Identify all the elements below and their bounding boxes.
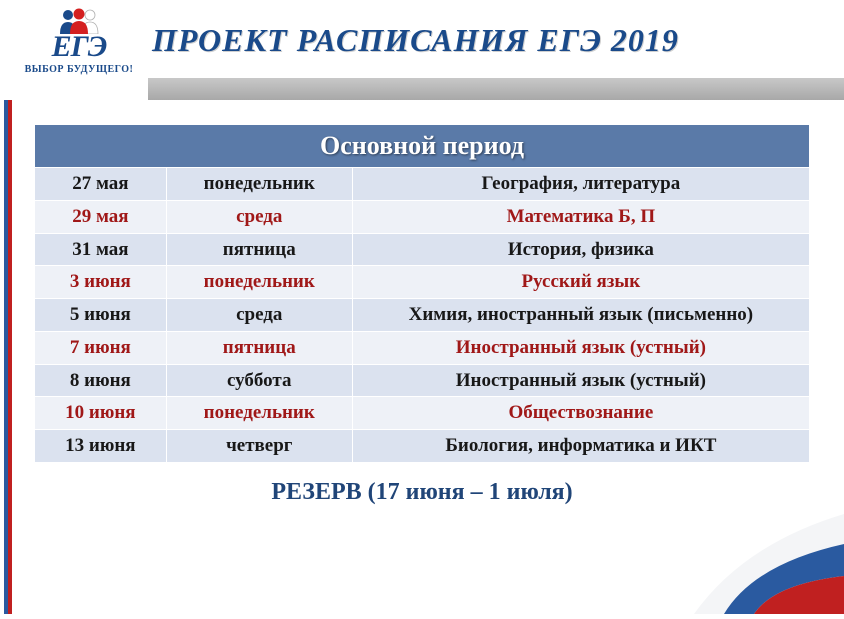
table-row: 3 июняпонедельникРусский язык [35,266,810,299]
table-row: 10 июняпонедельникОбществознание [35,397,810,430]
cell-day: пятница [166,233,352,266]
table-row: 8 июнясубботаИностранный язык (устный) [35,364,810,397]
cell-date: 27 мая [35,168,167,201]
cell-date: 8 июня [35,364,167,397]
cell-subjects: География, литература [352,168,809,201]
cell-day: понедельник [166,266,352,299]
cell-date: 31 мая [35,233,167,266]
table-row: 27 маяпонедельникГеография, литература [35,168,810,201]
content: Основной период 27 маяпонедельникГеограф… [0,100,844,506]
cell-date: 7 июня [35,331,167,364]
cell-day: среда [166,200,352,233]
table-header: Основной период [35,125,810,168]
table-row: 5 июнясредаХимия, иностранный язык (пись… [35,299,810,332]
logo-text: ЕГЭ [18,32,140,62]
table-row: 31 маяпятницаИстория, физика [35,233,810,266]
left-flag-stripes [0,100,12,614]
cell-day: понедельник [166,168,352,201]
cell-day: понедельник [166,397,352,430]
stripe-red [8,100,12,614]
cell-day: среда [166,299,352,332]
table-row: 13 июнячетвергБиология, информатика и ИК… [35,430,810,463]
cell-day: суббота [166,364,352,397]
header: ЕГЭ ВЫБОР БУДУЩЕГО! ПРОЕКТ РАСПИСАНИЯ ЕГ… [0,0,844,100]
cell-subjects: Иностранный язык (устный) [352,331,809,364]
header-band [148,78,844,100]
cell-subjects: Математика Б, П [352,200,809,233]
cell-date: 3 июня [35,266,167,299]
title-wrap: ПРОЕКТ РАСПИСАНИЯ ЕГЭ 2019 [140,0,844,59]
table-row: 7 июняпятницаИностранный язык (устный) [35,331,810,364]
page-title: ПРОЕКТ РАСПИСАНИЯ ЕГЭ 2019 [152,22,824,59]
cell-subjects: Иностранный язык (устный) [352,364,809,397]
cell-date: 5 июня [35,299,167,332]
cell-day: пятница [166,331,352,364]
cell-subjects: Русский язык [352,266,809,299]
cell-date: 13 июня [35,430,167,463]
cell-date: 29 мая [35,200,167,233]
cell-subjects: История, физика [352,233,809,266]
cell-subjects: Биология, информатика и ИКТ [352,430,809,463]
cell-date: 10 июня [35,397,167,430]
logo: ЕГЭ ВЫБОР БУДУЩЕГО! [0,0,140,75]
logo-tagline: ВЫБОР БУДУЩЕГО! [18,64,140,75]
footer-note: РЕЗЕРВ (17 июня – 1 июля) [34,479,810,506]
schedule-table: Основной период 27 маяпонедельникГеограф… [34,124,810,463]
cell-subjects: Химия, иностранный язык (письменно) [352,299,809,332]
table-row: 29 маясредаМатематика Б, П [35,200,810,233]
cell-day: четверг [166,430,352,463]
cell-subjects: Обществознание [352,397,809,430]
